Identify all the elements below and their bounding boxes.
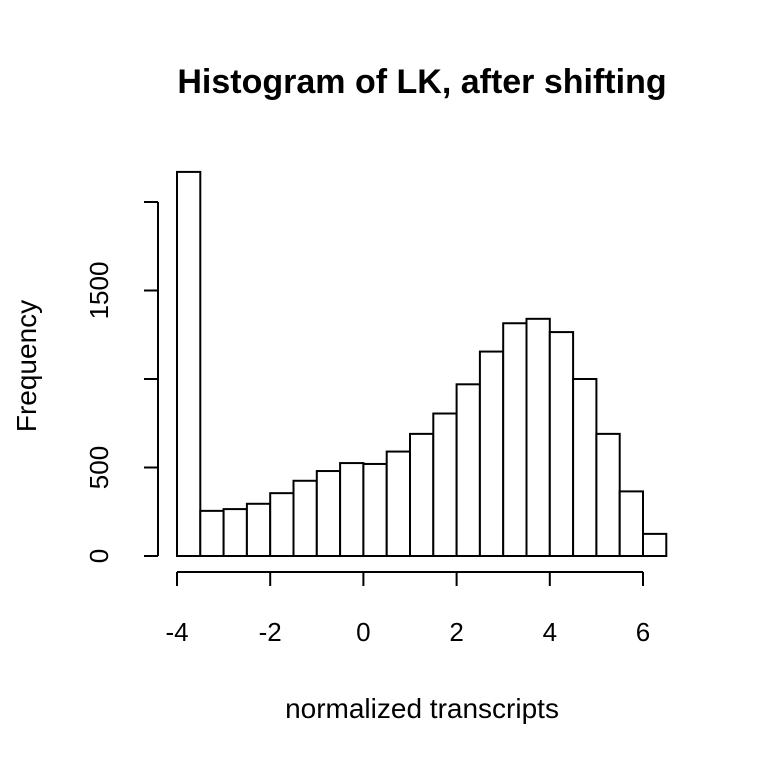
histogram-bar	[409, 432, 435, 557]
x-tick-label: 4	[543, 617, 557, 647]
histogram-bar	[385, 450, 412, 558]
y-axis: 0 500 1500	[84, 201, 159, 563]
histogram-bar	[245, 502, 272, 558]
histogram-bar	[455, 383, 481, 557]
bars-group	[176, 170, 668, 558]
histogram-bar	[548, 331, 575, 557]
histogram-bar	[199, 509, 225, 557]
y-tick-label: 500	[84, 446, 114, 489]
histogram-bar	[269, 492, 295, 558]
y-tick-label: 0	[84, 549, 114, 563]
histogram-bar	[618, 490, 645, 557]
histogram-bar	[222, 508, 248, 557]
x-axis-label: normalized transcripts	[285, 693, 559, 724]
histogram-bar	[525, 317, 551, 557]
chart-title: Histogram of LK, after shifting	[177, 63, 666, 101]
y-tick-label: 1500	[84, 262, 114, 320]
histogram-bar	[502, 322, 528, 557]
x-tick-label: 6	[636, 617, 650, 647]
y-axis-label: Frequency	[11, 300, 42, 432]
histogram-bar	[478, 350, 505, 557]
histogram-bar	[339, 462, 365, 558]
x-tick-label: -4	[165, 617, 188, 647]
x-tick-label: 0	[356, 617, 370, 647]
x-tick-label: 2	[449, 617, 463, 647]
histogram-bar	[315, 470, 342, 558]
histogram-bar	[292, 479, 318, 557]
histogram-bar	[432, 412, 458, 558]
x-axis: -4 -2 0 2 4 6	[165, 571, 650, 647]
histogram-bar	[595, 432, 621, 557]
x-tick-label: -2	[259, 617, 282, 647]
histogram-bar	[362, 462, 388, 557]
histogram-bar	[572, 378, 598, 557]
histogram-bar	[642, 532, 668, 557]
histogram-bar	[176, 170, 202, 557]
